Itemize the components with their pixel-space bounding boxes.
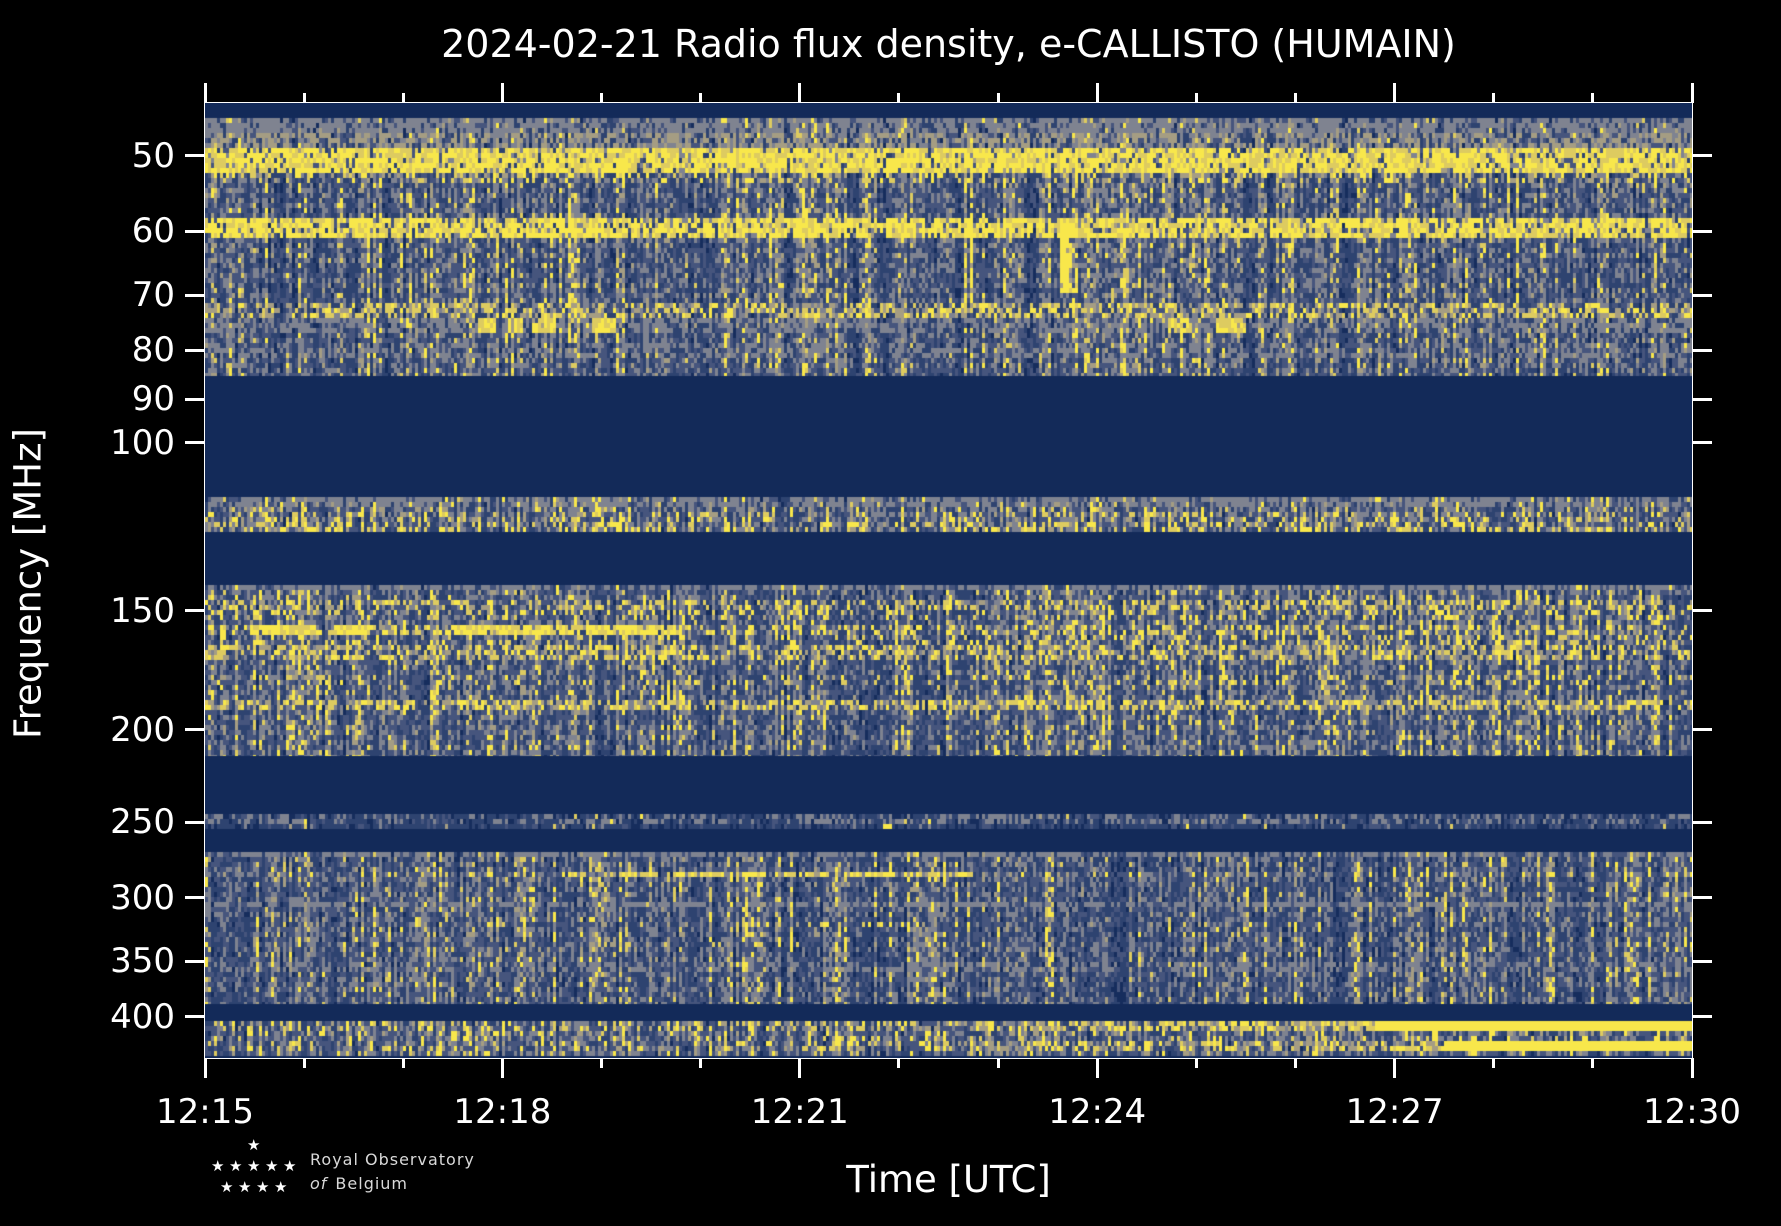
axis-tick xyxy=(203,83,207,103)
axis-tick xyxy=(996,93,1000,103)
x-tick-label: 12:27 xyxy=(1345,1092,1444,1132)
axis-tick xyxy=(1692,441,1712,445)
axis-tick xyxy=(1692,154,1712,158)
y-tick-label: 150 xyxy=(110,590,175,631)
axis-tick xyxy=(1095,1058,1099,1078)
y-tick-label: 100 xyxy=(110,422,175,463)
axis-tick xyxy=(897,93,901,103)
x-tick-label: 12:24 xyxy=(1048,1092,1147,1132)
spectrogram-heatmap xyxy=(204,102,1692,1058)
y-tick-label: 60 xyxy=(131,211,175,252)
star-icon: ★ xyxy=(220,1178,234,1196)
x-tick-label: 12:21 xyxy=(750,1092,849,1132)
axis-tick xyxy=(185,959,205,963)
axis-tick xyxy=(1692,959,1712,963)
chart-title: 2024-02-21 Radio flux density, e-CALLIST… xyxy=(441,22,1456,66)
axis-tick xyxy=(401,1058,405,1068)
star-icon: ★ xyxy=(274,1178,288,1196)
axis-tick xyxy=(1692,609,1712,613)
axis-tick xyxy=(1692,728,1712,732)
axis-tick xyxy=(185,293,205,297)
logo-stars-icon: ★ ★ ★ ★ ★ ★ ★ ★ ★ ★ xyxy=(210,1138,305,1200)
axis-tick xyxy=(185,896,205,900)
axis-tick xyxy=(699,1058,703,1068)
axis-tick xyxy=(1591,1058,1595,1068)
x-axis-label: Time [UTC] xyxy=(846,1158,1051,1201)
axis-tick xyxy=(1492,1058,1496,1068)
axis-tick xyxy=(1393,83,1397,103)
star-icon: ★ xyxy=(283,1157,297,1175)
y-tick-label: 50 xyxy=(131,135,175,176)
axis-tick xyxy=(500,1058,504,1078)
axis-tick xyxy=(185,348,205,352)
axis-tick xyxy=(185,609,205,613)
x-tick-label: 12:18 xyxy=(453,1092,552,1132)
axis-tick xyxy=(1690,83,1694,103)
axis-tick xyxy=(185,441,205,445)
axis-tick xyxy=(185,154,205,158)
axis-tick xyxy=(185,229,205,233)
y-tick-label: 350 xyxy=(110,941,175,982)
axis-tick xyxy=(1095,83,1099,103)
star-icon: ★ xyxy=(265,1157,279,1175)
x-tick-label: 12:15 xyxy=(156,1092,254,1132)
y-tick-label: 300 xyxy=(110,877,175,918)
axis-tick xyxy=(798,83,802,103)
axis-tick xyxy=(401,93,405,103)
axis-tick xyxy=(798,1058,802,1078)
x-tick-label: 12:30 xyxy=(1643,1092,1741,1132)
axis-tick xyxy=(1692,820,1712,824)
y-tick-label: 80 xyxy=(131,330,175,371)
axis-tick xyxy=(1194,1058,1198,1068)
axis-tick xyxy=(1293,93,1297,103)
plot-area xyxy=(203,101,1693,1059)
axis-tick xyxy=(1194,93,1198,103)
axis-tick xyxy=(203,1058,207,1078)
axis-tick xyxy=(897,1058,901,1068)
logo-line1: Royal Observatory xyxy=(310,1150,475,1169)
y-tick-label: 250 xyxy=(110,802,175,843)
axis-tick xyxy=(1293,1058,1297,1068)
logo-line2-italic: of xyxy=(310,1174,328,1193)
axis-tick xyxy=(500,83,504,103)
axis-tick xyxy=(302,93,306,103)
y-tick-label: 90 xyxy=(131,379,175,420)
axis-tick xyxy=(1692,397,1712,401)
star-icon: ★ xyxy=(247,1157,261,1175)
axis-tick xyxy=(185,820,205,824)
axis-tick xyxy=(1692,1015,1712,1019)
axis-tick xyxy=(600,93,604,103)
axis-tick xyxy=(1692,293,1712,297)
axis-tick xyxy=(1692,229,1712,233)
axis-tick xyxy=(1393,1058,1397,1078)
star-icon: ★ xyxy=(229,1157,243,1175)
axis-tick xyxy=(1591,93,1595,103)
star-icon: ★ xyxy=(247,1136,261,1154)
axis-tick xyxy=(185,1015,205,1019)
axis-tick xyxy=(1692,896,1712,900)
axis-tick xyxy=(600,1058,604,1068)
logo-line2: of Belgium xyxy=(310,1172,475,1196)
axis-tick xyxy=(699,93,703,103)
y-tick-label: 200 xyxy=(110,709,175,750)
star-icon: ★ xyxy=(256,1178,270,1196)
logo-line2-rest: Belgium xyxy=(335,1174,409,1193)
axis-tick xyxy=(185,728,205,732)
star-icon: ★ xyxy=(211,1157,225,1175)
y-tick-label: 400 xyxy=(110,996,175,1037)
axis-tick xyxy=(302,1058,306,1068)
axis-tick xyxy=(185,397,205,401)
y-tick-label: 70 xyxy=(131,275,175,316)
axis-tick xyxy=(1692,348,1712,352)
observatory-logo: ★ ★ ★ ★ ★ ★ ★ ★ ★ ★ Royal Observatory of Belgium xyxy=(205,1138,525,1208)
axis-tick xyxy=(1492,93,1496,103)
star-icon: ★ xyxy=(238,1178,252,1196)
logo-text: Royal Observatory of Belgium xyxy=(310,1148,475,1196)
axis-tick xyxy=(996,1058,1000,1068)
axis-tick xyxy=(1690,1058,1694,1078)
y-axis-label: Frequency [MHz] xyxy=(6,428,50,739)
